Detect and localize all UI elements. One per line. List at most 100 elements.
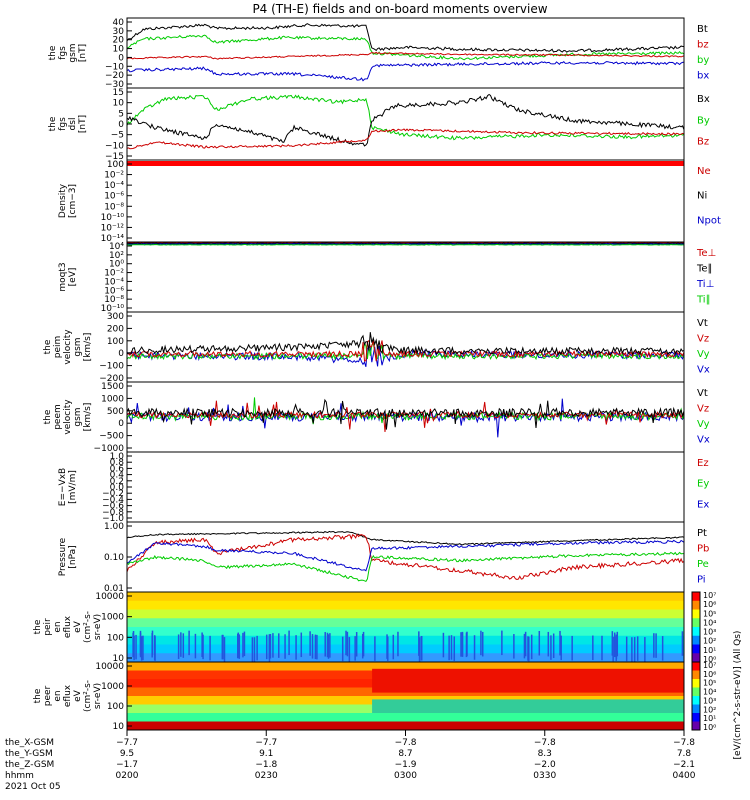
y-tick-label: 1.0 <box>110 452 125 462</box>
y-tick-label: 10⁰ <box>109 260 124 270</box>
y-tick-label: −1.0 <box>102 514 124 524</box>
series-line <box>126 533 685 581</box>
colorbar-segment <box>692 704 700 714</box>
spectrogram-streak <box>180 632 182 657</box>
x-row-label: hhmm <box>5 771 34 781</box>
colorbar-segment <box>692 696 700 705</box>
spectrogram-streak <box>601 635 603 661</box>
panel-frame <box>126 159 685 243</box>
series-line <box>126 530 685 546</box>
spectrogram-streak <box>140 636 143 661</box>
series-line <box>126 539 685 572</box>
y-axis-label-line: peim <box>53 336 63 359</box>
spectrogram-streak <box>448 635 450 661</box>
y-tick-label: −500 <box>99 432 124 442</box>
y-tick-label: 300 <box>107 312 124 322</box>
y-axis-label-line: the <box>33 688 43 703</box>
colorbar-tick-label: 10³ <box>703 696 716 705</box>
legend-entry: Ne <box>697 166 711 177</box>
y-axis-label-line: eV <box>73 620 83 633</box>
spectrogram-streak <box>316 634 318 660</box>
y-tick-label: 10000 <box>95 662 124 672</box>
spectrogram-streak <box>418 637 421 662</box>
x-tick-label: −1.7 <box>116 760 138 770</box>
legend-entry: Npot <box>697 215 721 226</box>
spectrogram-band <box>127 662 684 671</box>
y-axis-label-line: en <box>53 621 63 632</box>
spectrogram-streak <box>238 634 241 659</box>
spectrogram-streak <box>295 635 297 660</box>
panel-frame <box>126 311 685 383</box>
colorbar-tick-label: 10⁰ <box>703 723 716 732</box>
y-tick-label: 0.10 <box>104 553 124 563</box>
x-tick-label: 0330 <box>533 771 556 781</box>
series-line <box>126 243 684 246</box>
spectrogram-streak <box>550 635 552 660</box>
panel-frame <box>126 521 685 593</box>
y-tick-label: 10000 <box>95 592 124 602</box>
legend-entry: by <box>697 55 709 66</box>
y-tick-label: 1500 <box>101 382 124 392</box>
x-tick-label: −1.8 <box>255 760 277 770</box>
y-tick-label: 100 <box>107 702 124 712</box>
colorbar-tick-label: 10⁷ <box>703 661 716 670</box>
legend-entry: Ez <box>697 458 709 469</box>
spectrogram-streak <box>314 634 317 660</box>
y-tick-label: 15 <box>113 88 124 98</box>
y-tick-label: 40 <box>113 18 125 28</box>
y-axis-label: the peer en eflux eV (cm²-s-sr-eV) <box>33 680 103 712</box>
colorbar-segment <box>692 600 700 610</box>
y-axis-label-line: [cm−3] <box>68 184 78 218</box>
plot-title: P4 (TH-E) fields and on-board moments ov… <box>252 2 547 16</box>
spectrogram-streak <box>530 634 533 660</box>
legend-entry: bx <box>697 71 709 82</box>
spectrogram-streak <box>269 634 272 659</box>
legend-entry: bz <box>697 40 709 51</box>
y-axis-label: the peir en eflux eV (cm²-s-sr-eV) <box>33 611 103 643</box>
colorbar-tick-label: 10² <box>703 637 716 646</box>
x-tick-label: 0400 <box>673 771 696 781</box>
x-tick-label: −7.8 <box>395 738 417 748</box>
y-tick-label: 1000 <box>101 613 124 623</box>
legend-entry: Pt <box>697 528 707 539</box>
y-axis-label: moqt3 [eV] <box>58 262 78 291</box>
spectrogram-streak <box>311 634 314 659</box>
panel-pressure: 1.00 0.10 0.01 Pressure [nPa] Pt Pb Pe Pi <box>58 521 709 594</box>
y-axis-label-line: fgs <box>58 117 68 131</box>
spectrogram-streak <box>661 636 664 661</box>
x-tick-label: −2.1 <box>673 760 695 770</box>
y-axis-label-line: [mV/m] <box>68 470 78 504</box>
colorbar-tick-label: 10³ <box>703 628 716 637</box>
y-tick-label: 10⁻⁸ <box>104 202 124 212</box>
spectrogram-streak <box>133 635 135 661</box>
panel-peim-velocity: 300 200 100 0 −100 −200 the peim velocity gsm [km/… <box>43 311 710 384</box>
spectrogram-streak <box>513 634 515 659</box>
y-tick-label: −0.8 <box>102 508 124 518</box>
legend-entry: Vt <box>697 318 708 329</box>
spectrogram-streak <box>300 632 303 658</box>
x-tick-label: 9.5 <box>120 749 134 759</box>
spectrogram-streak <box>460 632 462 657</box>
spectrogram-streak <box>524 631 527 657</box>
legend: Te⊥ Te∥ Ti⊥ Ti∥ <box>696 248 716 306</box>
spectrogram-streak <box>636 636 639 661</box>
x-tick-label: −7.7 <box>116 738 138 748</box>
spectrogram-streak <box>615 634 618 660</box>
colorbar-tick-label: 10⁶ <box>703 670 716 679</box>
y-tick-label: 10⁻¹⁰ <box>101 213 125 223</box>
legend-entry: Ti⊥ <box>696 279 714 290</box>
y-axis-label-line: the <box>48 116 58 131</box>
spectrogram-streak <box>453 636 456 661</box>
y-tick-label: −0.4 <box>102 495 124 505</box>
legend-entry: Te∥ <box>696 264 713 275</box>
spectrogram-band <box>127 644 684 654</box>
spectrogram-streak <box>223 637 226 662</box>
spectrogram-streak <box>201 632 203 657</box>
legend-entry: Ni <box>697 191 707 202</box>
spectrogram-streak <box>222 634 224 660</box>
spectrogram-band <box>127 627 684 637</box>
